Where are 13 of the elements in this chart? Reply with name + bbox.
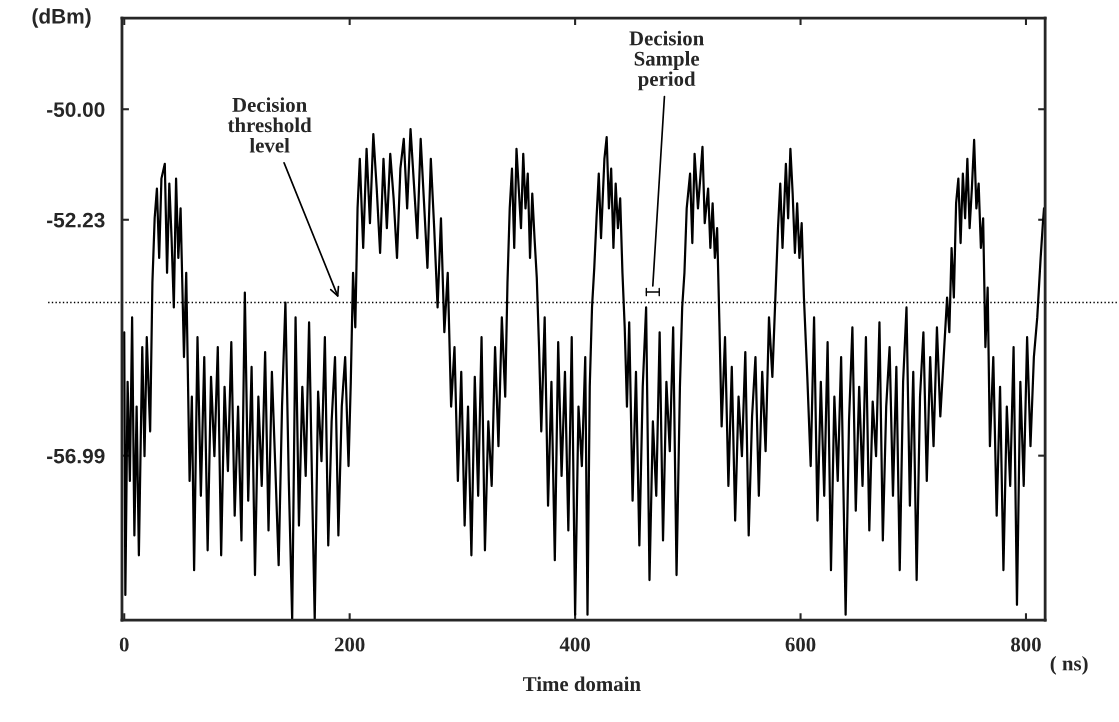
annotation: Decision threshold level xyxy=(227,97,312,153)
x-tick-label: 800 xyxy=(1011,637,1041,652)
x-tick-label: 600 xyxy=(785,637,816,652)
x-tick-label: 200 xyxy=(334,637,365,652)
y-tick-label: -56.99 xyxy=(47,448,105,464)
y-tick-label: -50.00 xyxy=(47,102,105,117)
x-tick-label: 400 xyxy=(559,637,590,652)
y-tick-label: -52.23 xyxy=(47,212,105,228)
text: ( ns) xyxy=(1050,655,1088,675)
y-axis-title: (dBm) xyxy=(32,8,91,28)
annotation: Decision Sample period xyxy=(629,30,704,91)
x-tick-label: 0 xyxy=(119,637,129,652)
x-axis-title: Time domain xyxy=(523,676,641,692)
